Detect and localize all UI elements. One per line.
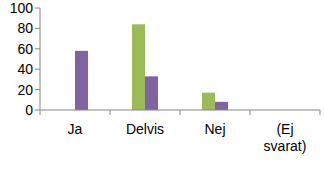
bar <box>202 93 215 110</box>
y-tick <box>35 28 40 29</box>
bar <box>75 51 88 110</box>
bar <box>145 76 158 110</box>
x-tick <box>180 110 181 115</box>
y-tick <box>35 48 40 49</box>
bars <box>75 24 228 110</box>
y-axis <box>40 8 41 110</box>
y-tick-label: 80 <box>17 20 33 36</box>
bar <box>132 24 145 110</box>
y-tick-label: 100 <box>10 0 34 16</box>
x-tick-label: Nej <box>204 121 225 137</box>
y-tick-label: 0 <box>25 102 33 118</box>
x-tick-label: Ja <box>68 121 83 137</box>
y-tick <box>35 8 40 9</box>
y-tick <box>35 110 40 111</box>
x-tick <box>40 110 41 115</box>
x-tick-label: Delvis <box>126 121 164 137</box>
x-tick <box>250 110 251 115</box>
bar <box>215 102 228 110</box>
y-tick-label: 20 <box>17 82 33 98</box>
y-tick-label: 40 <box>17 61 33 77</box>
y-tick <box>35 69 40 70</box>
y-tick <box>35 89 40 90</box>
x-tick-label: (Ejsvarat) <box>264 121 307 154</box>
x-tick <box>110 110 111 115</box>
chart: 0 20 40 60 80 100 Ja Delvis Nej (Ejsvarat) <box>0 0 324 179</box>
x-tick <box>320 110 321 115</box>
y-tick-label: 60 <box>17 41 33 57</box>
